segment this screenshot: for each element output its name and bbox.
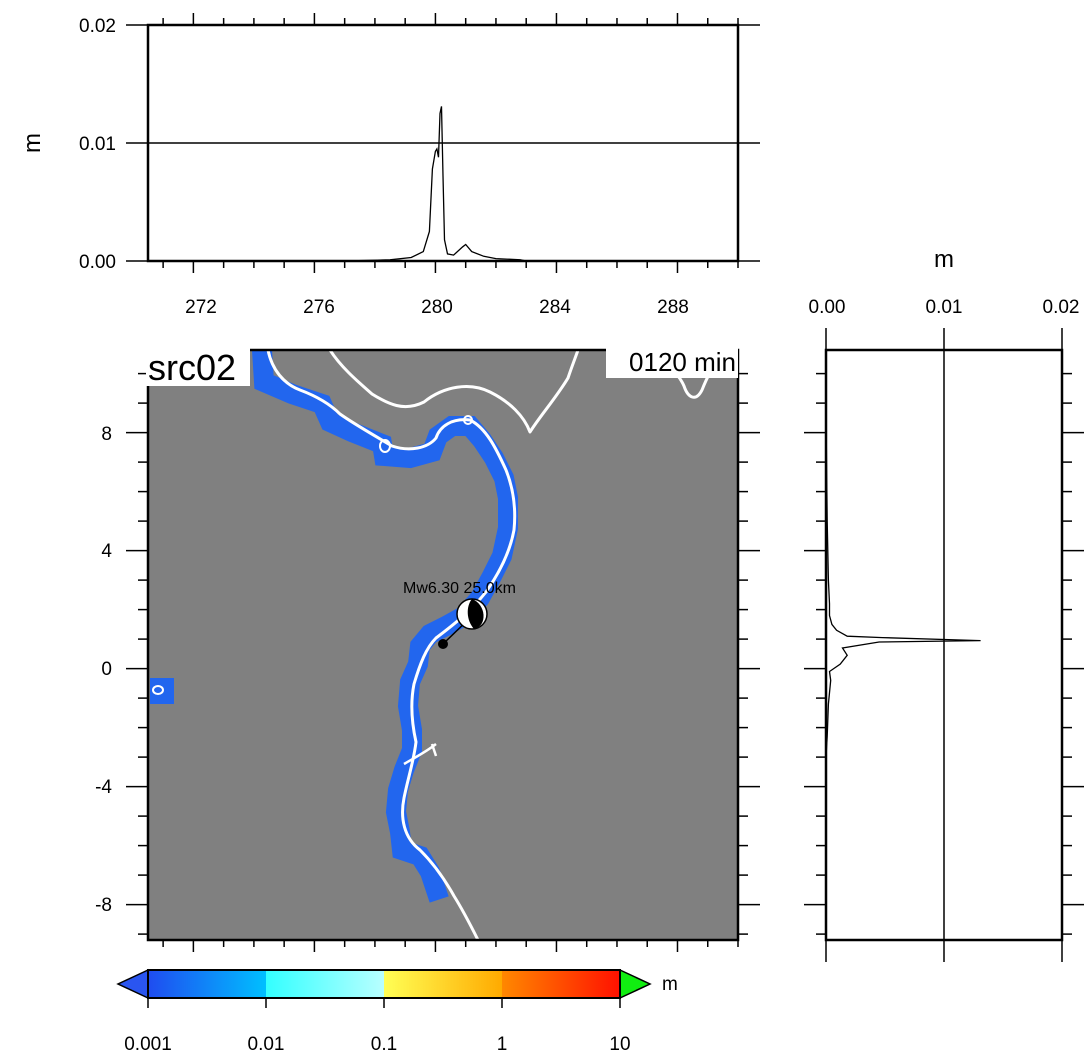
colorbar-segment (266, 970, 384, 998)
map-y-tick-label-4: 4 (101, 541, 112, 562)
top-y-tick-label-0.02: 0.02 (79, 16, 116, 37)
island (152, 685, 164, 695)
right-x-tick-label-0.00: 0.00 (809, 297, 846, 318)
colorbar-tick-label-0.01: 0.01 (248, 1034, 285, 1055)
colorbar-tick-label-0.1: 0.1 (371, 1034, 397, 1055)
right-x-tick-label-0.01: 0.01 (926, 297, 963, 318)
island (463, 415, 473, 425)
coastline-north (328, 350, 580, 434)
colorbar-unit: m (662, 974, 678, 995)
inundation-band (251, 350, 518, 903)
map-title: src02 (148, 347, 236, 388)
colorbar-ticks (147, 998, 621, 1008)
top-y-tick-label-0.01: 0.01 (79, 134, 116, 155)
event-label: Mw6.30 25.0km (403, 580, 516, 597)
map-content (150, 350, 724, 940)
colorbar-tick-label-10: 10 (609, 1034, 630, 1055)
top-x-tick-label-280: 280 (421, 297, 453, 318)
time-label: 0120 min (629, 347, 736, 377)
top-y-tick-label-0.00: 0.00 (79, 252, 116, 273)
colorbar-tick-label-0.001: 0.001 (124, 1034, 172, 1055)
map-panel: Mw6.30 25.0km src02 0120 min 8 4 0 -4 -8 (95, 347, 760, 952)
top-x-tick-label-288: 288 (657, 297, 689, 318)
right-x-axis-label: m (934, 246, 954, 273)
colorbar-tick-label-1: 1 (497, 1034, 508, 1055)
top-y-axis-label: m (19, 133, 46, 153)
map-y-tick-label-0: 0 (101, 659, 112, 680)
title-box (146, 348, 250, 386)
right-profile-ticks (804, 328, 1084, 962)
right-profile-panel: m 0.00 0.01 0.02 (804, 246, 1084, 962)
colorbar-segment (384, 970, 502, 998)
top-x-tick-label-272: 272 (185, 297, 217, 318)
sandbar (403, 743, 438, 766)
map-y-tick-label-8: 8 (101, 424, 112, 445)
map-frame (146, 348, 740, 942)
colorbar-over-arrow (619, 968, 652, 1000)
top-profile-series-line (148, 106, 738, 261)
top-x-tick-label-284: 284 (539, 297, 571, 318)
time-box (606, 348, 738, 378)
colorbar-under-arrow (116, 968, 149, 1000)
colorbar-segment (148, 970, 266, 998)
epicenter-marker (438, 639, 448, 649)
focal-mechanism-icon (456, 598, 488, 630)
right-x-tick-label-0.02: 0.02 (1043, 297, 1080, 318)
colorbar: m 0.001 0.01 0.1 1 10 (116, 968, 678, 1055)
right-profile-frame (824, 348, 1064, 942)
right-profile-series-line (826, 350, 981, 940)
top-profile-frame (146, 23, 740, 263)
colorbar-segment (502, 970, 620, 998)
island (379, 439, 391, 453)
top-profile-panel: 0.02 0.01 0.00 m 272 276 280 284 288 (19, 13, 760, 318)
map-y-tick-label--4: -4 (95, 777, 112, 798)
top-x-tick-label-276: 276 (303, 297, 335, 318)
map-y-tick-label--8: -8 (95, 895, 112, 916)
coastline (266, 350, 517, 940)
